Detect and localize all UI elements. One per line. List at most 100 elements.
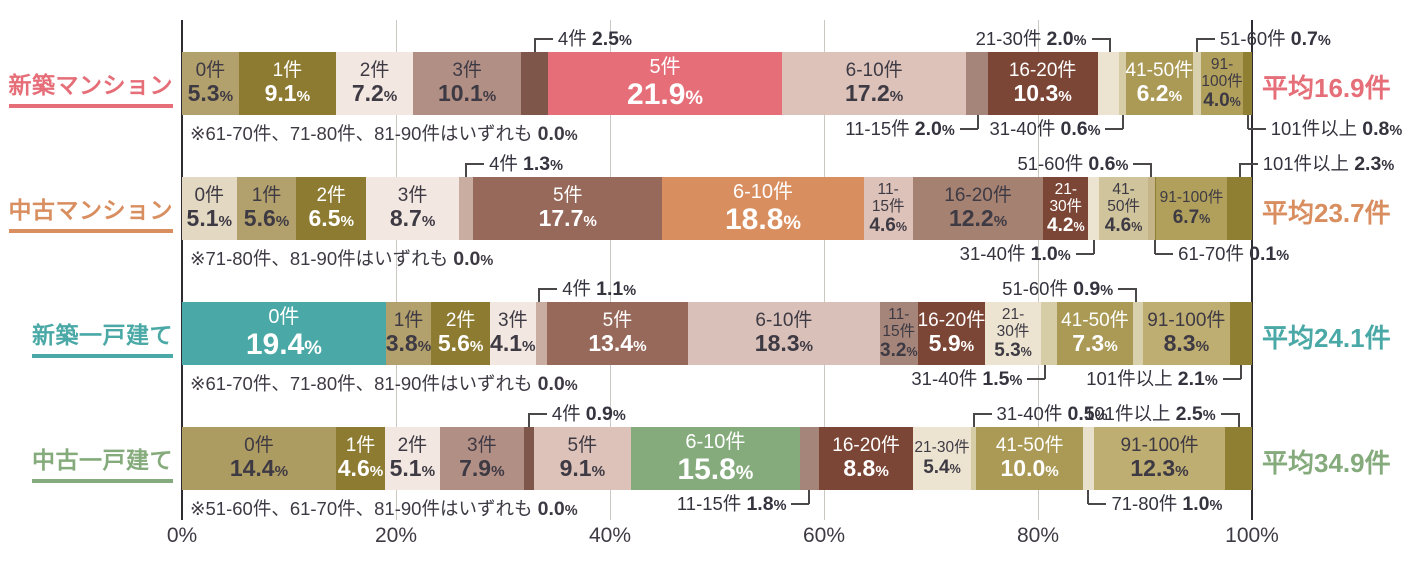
bar-segment: 1件 5.6%	[236, 177, 297, 240]
segment-label: 41-50件	[1125, 59, 1194, 81]
segment-label: 6-10件	[755, 309, 813, 331]
stacked-bar: 0件 14.4% 1件 4.6% 2件 5.1% 3件 7.9% 5件 9.1% 6-10件 15.8…	[182, 427, 1252, 490]
segment-label: 41-	[1112, 180, 1135, 198]
bar-segment: 16-20件 5.9%	[917, 302, 986, 365]
bar-segment	[1119, 52, 1126, 115]
bar-segment	[1088, 177, 1099, 240]
row-label: 新築一戸建て	[0, 316, 173, 358]
callout-connector	[973, 413, 992, 415]
bar-segment	[521, 52, 548, 115]
bar-segment: 2件 6.5%	[296, 177, 367, 240]
segment-value: 21.9%	[627, 77, 703, 111]
bar-segment: 1件 9.1%	[238, 52, 337, 115]
row-label-text: 中古一戸建て	[32, 441, 173, 483]
callout-connector	[1196, 38, 1215, 40]
segment-value: 17.2%	[845, 80, 904, 107]
segment-value: 7.9%	[459, 455, 505, 482]
segment-label: 3件	[498, 309, 528, 331]
segment-label: 91-100件	[1147, 309, 1226, 331]
bar-segment: 41-50件 6.2%	[1125, 52, 1194, 115]
segment-value: 4.1%	[490, 330, 536, 357]
bar-segment: 6-10件 15.8%	[630, 427, 800, 490]
callout-connector	[533, 38, 536, 52]
bar-segment	[1225, 427, 1252, 490]
callout-text: 31-40件 0.6%	[989, 118, 1101, 140]
segment-label: 0件	[268, 305, 300, 328]
bar-segment: 2件 5.6%	[431, 302, 491, 365]
segment-label: 5件	[602, 309, 633, 331]
bar-segment	[524, 427, 534, 490]
bar-segment: 5件 17.7%	[473, 177, 663, 240]
bar-segment: 41-50件 7.3%	[1056, 302, 1134, 365]
bar-segment: 2件 7.2%	[336, 52, 414, 115]
bar-segment	[535, 302, 548, 365]
bar-segment	[1154, 177, 1156, 240]
bar-segment: 1件 3.8%	[385, 302, 432, 365]
bar-segment: 11- 15件 3.2%	[880, 302, 918, 365]
segment-label: 15件	[882, 322, 916, 340]
callout-connector	[1027, 378, 1046, 380]
callout-connector	[1118, 288, 1137, 290]
row-note: ※61-70件、71-80件、81-90件はいずれも 0.0%	[190, 373, 578, 395]
callout-text: 11-15件 1.8%	[676, 493, 787, 515]
row-label-text: 新築一戸建て	[32, 316, 173, 358]
bar-segment	[1148, 177, 1155, 240]
callout-text: 101件以上 0.8%	[1270, 118, 1403, 140]
segment-value: 5.1%	[389, 455, 436, 482]
segment-label: 3件	[467, 434, 497, 456]
bar-segment: 0件 19.4%	[182, 302, 386, 365]
bar-segment: 41-50件 10.0%	[976, 427, 1084, 490]
axis-tick-label: 40%	[588, 524, 632, 547]
segment-value: 10.1%	[437, 80, 497, 107]
segment-label: 21-	[1001, 305, 1025, 323]
bar-segment: 5件 13.4%	[547, 302, 688, 365]
segment-label: 16-20件	[917, 309, 986, 331]
stacked-bar: 0件 5.1% 1件 5.6% 2件 6.5% 3件 8.7% 5件 17.7% 6-10件 18.8…	[182, 177, 1252, 240]
callout-connector	[539, 288, 558, 290]
callout-connector	[1222, 378, 1241, 380]
segment-value: 10.3%	[1013, 80, 1072, 107]
gridline	[396, 20, 397, 520]
bar-segment	[1097, 52, 1120, 115]
callout-connector	[972, 413, 975, 427]
segment-label: 3件	[452, 59, 482, 81]
callout-connector	[1133, 163, 1152, 165]
row-label-text: 中古マンション	[8, 191, 173, 233]
callout-connector	[1122, 115, 1125, 129]
segment-label: 30件	[1049, 197, 1083, 215]
bar-segment	[1229, 302, 1252, 365]
segment-label: 11-	[888, 305, 910, 323]
bar-segment: 11- 15件 4.6%	[863, 177, 913, 240]
segment-value: 4.2%	[1047, 215, 1085, 237]
callout-connector	[1246, 115, 1249, 129]
axis-line	[181, 20, 183, 520]
segment-label: 1件	[393, 309, 424, 331]
callout-text: 51-60件 0.9%	[1002, 278, 1114, 300]
bar-segment: 2件 5.1%	[385, 427, 440, 490]
segment-value: 4.6%	[337, 455, 384, 482]
callout-text: 31-40件 1.0%	[959, 243, 1071, 265]
segment-value: 3.8%	[385, 330, 432, 357]
bar-segment: 91- 100件 4.0%	[1200, 52, 1244, 115]
callout-connector	[976, 115, 979, 129]
bar-segment: 3件 10.1%	[413, 52, 522, 115]
row-average: 平均24.1件	[1262, 323, 1391, 353]
segment-label: 6-10件	[685, 430, 746, 453]
callout-connector	[1087, 490, 1090, 504]
callout-connector	[466, 163, 485, 165]
segment-value: 9.1%	[559, 455, 606, 482]
segment-value: 6.5%	[308, 205, 354, 232]
segment-value: 18.8%	[725, 202, 801, 236]
axis-tick-label: 20%	[374, 524, 418, 547]
bar-segment	[970, 427, 977, 490]
segment-label: 6-10件	[845, 59, 903, 81]
segment-label: 16-20件	[1008, 59, 1077, 81]
segment-label: 11-	[877, 180, 899, 198]
axis-tick-label: 80%	[1016, 524, 1060, 547]
segment-value: 5.1%	[186, 205, 233, 232]
callout-text: 71-80件 1.0%	[1111, 493, 1223, 515]
bar-segment	[1243, 52, 1252, 115]
row-label: 中古マンション	[0, 191, 173, 233]
callout-connector	[1088, 503, 1107, 505]
